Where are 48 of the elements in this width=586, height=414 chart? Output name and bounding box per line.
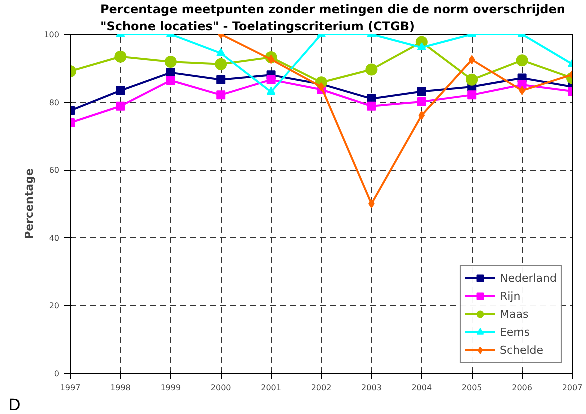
y-tick-label: 20 — [49, 302, 60, 311]
chart-subtitle: "Schone locaties" - Toelatingscriterium (CTGB) — [100, 20, 415, 34]
x-tick-label: 2000 — [210, 384, 232, 392]
point — [116, 86, 126, 96]
y-tick-label: 40 — [49, 234, 60, 243]
point — [114, 50, 127, 63]
text: D — [8, 396, 21, 414]
legend-label: Nederland — [500, 270, 557, 286]
point — [216, 90, 226, 100]
point — [366, 64, 378, 76]
point — [417, 42, 426, 51]
point — [216, 75, 226, 84]
point — [367, 102, 376, 111]
chart-title: Percentage meetpunten zonder metingen die de norm overschrijden — [100, 2, 566, 16]
x-tick-label: 2001 — [261, 384, 282, 392]
x-tick-label: 1998 — [110, 384, 131, 392]
legend-label: Schelde — [500, 342, 544, 358]
point — [417, 97, 426, 106]
x-tick-label: 2002 — [311, 384, 332, 392]
y-tick-label: 80 — [49, 98, 60, 108]
point — [468, 55, 476, 64]
x-tick-label: 2004 — [412, 384, 432, 392]
y-tick-label: 60 — [49, 166, 60, 176]
x-tick-label: 2005 — [462, 384, 482, 392]
y-tick-label: 0 — [54, 370, 60, 378]
point — [266, 87, 276, 95]
x-tick-label: 2003 — [362, 384, 382, 392]
point — [468, 90, 477, 100]
legend-label: Rijn — [500, 288, 521, 304]
legend-label: Maas — [500, 306, 529, 322]
point — [516, 54, 528, 67]
point — [166, 76, 176, 86]
point — [215, 58, 228, 70]
y-tick-label: 100 — [44, 30, 60, 40]
point — [418, 111, 426, 120]
y-axis-title: Percentage — [23, 168, 36, 240]
point — [164, 56, 177, 68]
point — [266, 75, 276, 84]
point — [318, 82, 325, 92]
x-tick-label: 2006 — [512, 384, 532, 392]
x-tick-label: 2007 — [562, 384, 583, 392]
point — [116, 102, 126, 111]
x-tick-label: 1999 — [160, 384, 182, 392]
legend-label: Eems — [500, 324, 530, 340]
point — [466, 74, 478, 86]
point — [417, 87, 426, 96]
x-tick-label: 1997 — [60, 384, 81, 392]
point — [368, 200, 375, 208]
